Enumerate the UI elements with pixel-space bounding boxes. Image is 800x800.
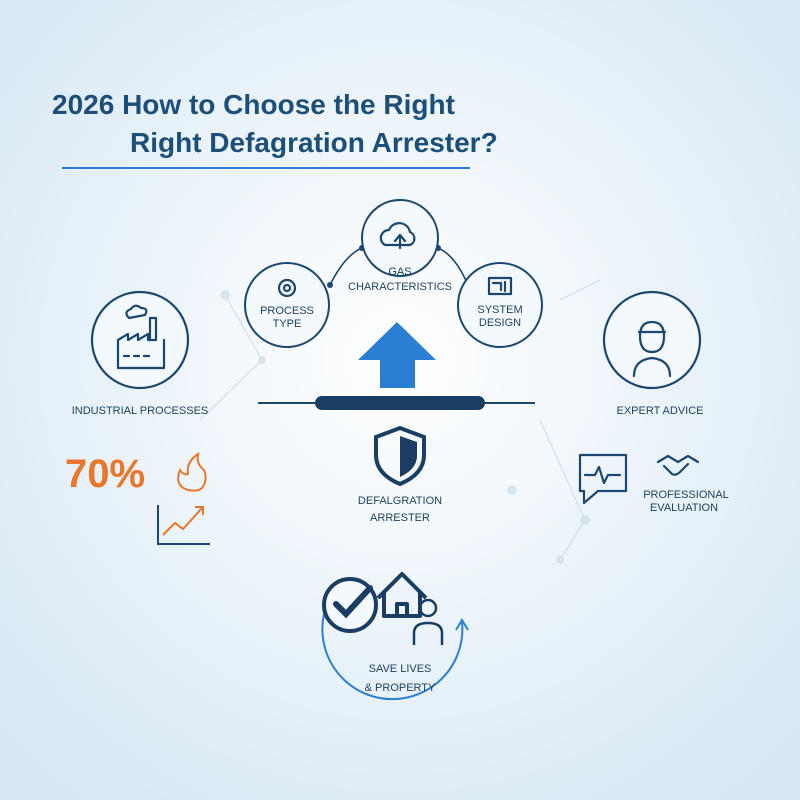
connector-dot [327, 282, 333, 288]
industry-label: INDUSTRIAL PROCESSES [72, 405, 209, 417]
factor-label: SYSTEM [477, 304, 522, 316]
expert-label: EXPERT ADVICE [616, 405, 703, 417]
factor-circle [457, 262, 543, 348]
expert-icon [632, 320, 672, 378]
factory-icon [122, 304, 151, 358]
speech-icon [578, 453, 628, 505]
factor-circle [244, 262, 330, 348]
person-icon [412, 621, 444, 645]
title-line: 2026 How to Choose the Right [52, 89, 455, 120]
center-label: ARRESTER [370, 512, 430, 524]
stat: 70% [65, 452, 145, 496]
flame-icon [177, 451, 207, 492]
title-line: Right Defagration Arrester? [130, 127, 498, 158]
factor-label: TYPE [273, 318, 302, 330]
cloud-icon [379, 222, 416, 250]
handshake-icon [656, 454, 700, 476]
evaluation-label: PROFESSIONAL [643, 489, 729, 501]
blueprint-icon [491, 280, 507, 293]
gear-icon [277, 278, 297, 298]
factor-label: CHARACTERISTICS [348, 281, 452, 293]
check-icon [333, 585, 373, 619]
up-arrow [358, 322, 436, 388]
cycle-arrow [455, 618, 469, 631]
outcome-label: SAVE LIVES [369, 663, 432, 675]
outcome-label: & PROPERTY [365, 682, 436, 694]
chart-icon [157, 505, 210, 545]
blueprint-icon [487, 276, 513, 296]
expert-circle [602, 290, 702, 390]
gear-icon [282, 283, 292, 293]
center-label: DEFALGRATION [358, 495, 442, 507]
factor-label: DESIGN [479, 317, 521, 329]
shield-icon [374, 425, 426, 487]
cycle-ring [321, 584, 464, 701]
factor-label: PROCESS [260, 305, 314, 317]
shield-icon [400, 436, 417, 477]
person-icon [418, 598, 438, 618]
factory-icon [116, 316, 166, 370]
base-bar [315, 396, 485, 410]
trend-icon [162, 506, 204, 536]
network-decoration [199, 279, 601, 564]
evaluation-label: EVALUATION [650, 502, 718, 514]
factor-label: GAS [388, 266, 411, 278]
